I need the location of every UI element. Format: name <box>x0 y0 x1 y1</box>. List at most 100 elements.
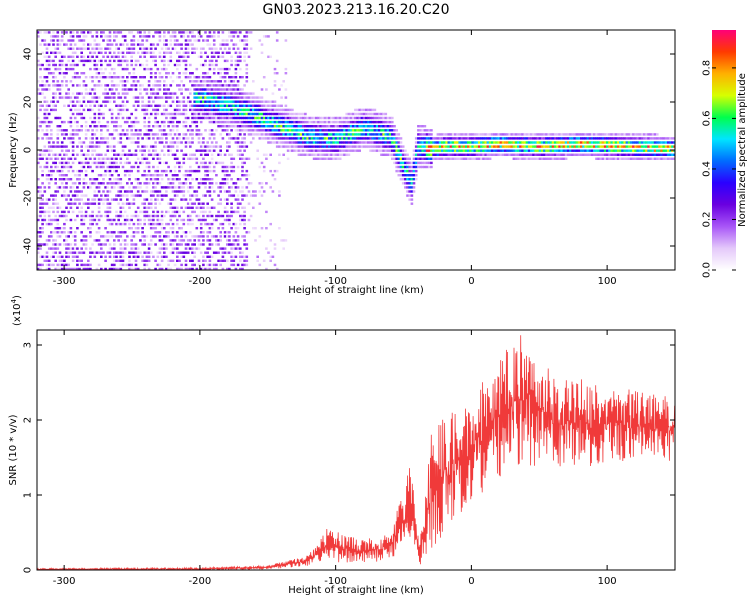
heatmap-cell <box>228 108 231 112</box>
heatmap-cell <box>380 137 383 140</box>
heatmap-cell <box>158 137 162 140</box>
heatmap-cell <box>651 133 655 136</box>
heatmap-cell <box>65 84 68 87</box>
heatmap-cell <box>623 157 626 160</box>
heatmap-cell <box>395 165 398 169</box>
heatmap-cell <box>206 222 209 226</box>
heatmap-cell <box>37 186 40 189</box>
heatmap-cell <box>78 161 81 165</box>
heatmap-cell <box>69 157 73 160</box>
heatmap-cell <box>226 239 229 242</box>
heatmap-cell <box>78 202 81 205</box>
heatmap-cell <box>37 161 40 165</box>
heatmap-cell <box>215 88 218 91</box>
heatmap-cell <box>58 227 62 230</box>
heatmap-cell <box>97 202 101 205</box>
heatmap-cell <box>106 186 110 189</box>
heatmap-cell <box>365 145 368 148</box>
heatmap-cell <box>262 153 266 156</box>
heatmap-cell <box>252 108 255 112</box>
heatmap-cell <box>108 165 112 169</box>
heatmap-cell <box>282 125 285 128</box>
heatmap-cell <box>147 165 151 169</box>
heatmap-cell <box>182 55 186 58</box>
heatmap-cell <box>180 149 183 152</box>
heatmap-cell <box>228 92 231 95</box>
heatmap-cell <box>182 231 186 234</box>
heatmap-cell <box>69 206 73 209</box>
heatmap-cell <box>67 267 70 270</box>
heatmap-cell <box>391 120 394 124</box>
heatmap-cell <box>232 157 236 160</box>
heatmap-cell <box>273 263 277 267</box>
heatmap-cell <box>143 235 146 238</box>
heatmap-cell <box>278 133 281 136</box>
heatmap-cell <box>169 96 173 99</box>
heatmap-cell <box>69 202 73 205</box>
heatmap-cell <box>254 194 257 197</box>
heatmap-cell <box>319 125 322 128</box>
heatmap-cell <box>54 157 57 160</box>
heatmap-cell <box>106 169 110 173</box>
heatmap-cell <box>323 125 327 128</box>
heatmap-cell <box>217 251 220 254</box>
heatmap-cell <box>651 149 655 152</box>
heatmap-cell <box>378 116 381 120</box>
heatmap-cell <box>52 153 55 156</box>
heatmap-cell <box>273 120 277 124</box>
heatmap-cell <box>52 243 55 246</box>
heatmap-cell <box>97 96 101 99</box>
heatmap-cell <box>193 104 196 107</box>
heatmap-cell <box>191 112 194 116</box>
heatmap-cell <box>58 63 62 67</box>
heatmap-cell <box>93 190 97 193</box>
heatmap-cell <box>130 43 133 46</box>
heatmap-cell <box>399 178 403 181</box>
heatmap-cell <box>228 112 231 116</box>
heatmap-cell <box>141 63 144 67</box>
heatmap-cell <box>167 186 170 189</box>
heatmap-cell <box>297 137 301 140</box>
heatmap-cell <box>382 141 385 144</box>
heatmap-cell <box>367 116 370 120</box>
heatmap-cell <box>102 251 105 254</box>
heatmap-cell <box>80 92 83 95</box>
heatmap-cell <box>619 141 622 144</box>
heatmap-cell <box>536 133 540 136</box>
heatmap-cell <box>130 243 133 246</box>
heatmap-cell <box>532 149 535 152</box>
heatmap-cell <box>121 116 125 120</box>
heatmap-cell <box>143 31 146 34</box>
heatmap-cell <box>84 133 88 136</box>
heatmap-cell <box>60 227 64 230</box>
heatmap-cell <box>336 137 340 140</box>
heatmap-cell <box>236 63 240 67</box>
heatmap-cell <box>241 100 244 103</box>
heatmap-cell <box>325 116 329 120</box>
heatmap-cell <box>599 145 603 148</box>
heatmap-cell <box>102 76 105 79</box>
heatmap-cell <box>206 116 209 120</box>
heatmap-cell <box>189 247 192 250</box>
heatmap-cell <box>256 255 259 258</box>
heatmap-cell <box>100 198 103 201</box>
heatmap-cell <box>471 149 474 152</box>
heatmap-cell <box>160 149 164 152</box>
heatmap-cell <box>295 137 299 140</box>
heatmap-cell <box>89 267 92 270</box>
heatmap-cell <box>288 125 292 128</box>
heatmap-cell <box>260 120 264 124</box>
heatmap-cell <box>349 137 353 140</box>
heatmap-cell <box>41 137 44 140</box>
heatmap-cell <box>580 145 583 148</box>
heatmap-cell <box>37 59 40 63</box>
heatmap-cell <box>154 145 157 148</box>
heatmap-cell <box>149 251 153 254</box>
heatmap-cell <box>202 178 205 181</box>
heatmap-cell <box>282 120 285 124</box>
heatmap-cell <box>308 145 312 148</box>
heatmap-cell <box>241 120 244 124</box>
heatmap-cell <box>358 116 361 120</box>
heatmap-cell <box>643 137 646 140</box>
heatmap-cell <box>447 137 451 140</box>
